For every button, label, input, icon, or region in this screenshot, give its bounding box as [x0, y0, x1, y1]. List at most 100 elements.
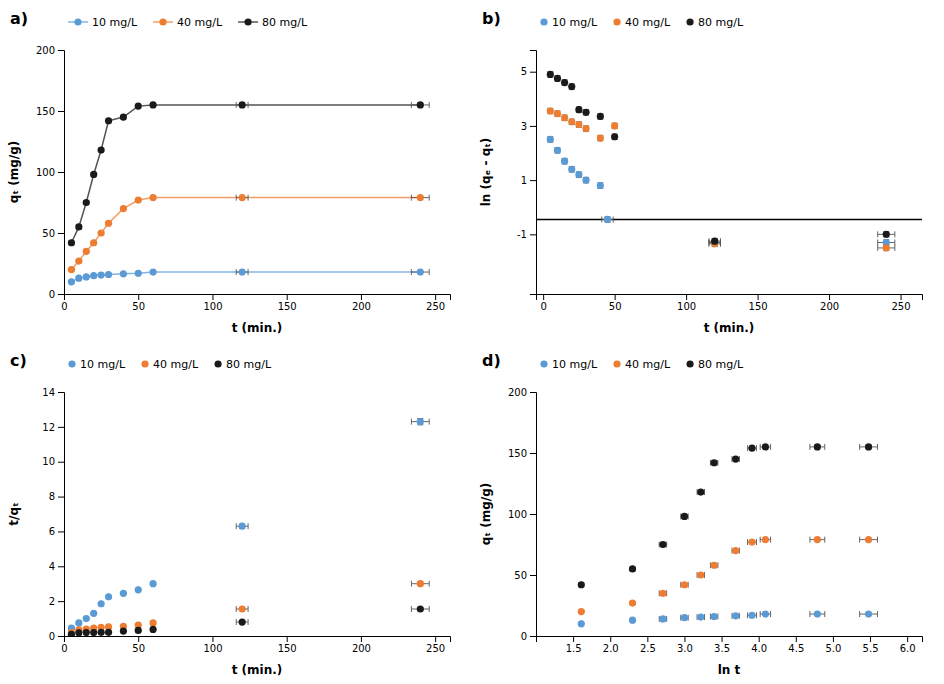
y-tick: 6	[49, 526, 64, 537]
y-tick-mark	[58, 392, 64, 393]
y-error-bar	[569, 84, 575, 89]
data-point	[732, 612, 739, 619]
y-tick: 12	[42, 422, 64, 433]
data-point	[578, 608, 585, 615]
y-error-bar	[569, 119, 575, 124]
data-point	[75, 257, 82, 264]
legend-swatch	[613, 18, 620, 25]
y-tick-label: 2	[49, 596, 55, 607]
x-tick: 50	[132, 294, 145, 312]
y-tick: 0	[521, 631, 536, 642]
y-error-bar	[576, 172, 582, 177]
data-point	[105, 271, 112, 278]
x-tick-mark	[829, 294, 830, 300]
x-tick-mark	[833, 636, 834, 642]
x-tick-mark	[722, 636, 723, 642]
x-error-bar	[681, 513, 688, 519]
data-point	[120, 628, 127, 635]
plot-area	[536, 71, 922, 252]
data-point	[711, 459, 718, 466]
legend-item: 80 mg/L	[686, 16, 743, 29]
x-error-bar	[748, 539, 757, 545]
data-point	[659, 590, 666, 597]
legend-label: 40 mg/L	[625, 358, 671, 371]
data-point	[90, 272, 97, 279]
y-tick: 1	[521, 175, 536, 186]
y-tick-mark	[58, 566, 64, 567]
x-tick: 250	[426, 294, 445, 312]
x-axis-title: ln t	[718, 663, 741, 677]
data-point	[239, 618, 246, 625]
legend-swatch	[613, 360, 620, 367]
x-tick-label: 4.5	[788, 643, 804, 654]
data-point	[149, 619, 156, 626]
x-axis-line	[537, 637, 923, 643]
y-tick: 3	[521, 121, 536, 132]
y-tick: 200	[36, 45, 64, 56]
panel-title: b)	[482, 9, 501, 28]
data-point	[711, 238, 718, 245]
data-point	[611, 122, 618, 129]
data-point	[105, 220, 112, 227]
y-axis-title: t/qₜ	[7, 502, 21, 525]
y-error-bar	[569, 167, 575, 172]
legend-swatch	[686, 360, 693, 367]
data-point	[105, 117, 112, 124]
y-axis-title: qₜ (mg/g)	[7, 141, 21, 203]
y-tick: 200	[508, 387, 536, 398]
data-point	[98, 271, 105, 278]
chart-container: 050100150200250050100150200t (min.)qₜ (m…	[0, 0, 944, 684]
y-axis-title: ln (qₑ - qₜ)	[479, 138, 493, 207]
data-point	[582, 109, 589, 116]
x-error-bar	[860, 611, 878, 617]
x-tick-label: 50	[609, 301, 622, 312]
x-tick-mark	[759, 636, 760, 642]
legend-item: 80 mg/L	[214, 358, 271, 371]
data-point	[561, 114, 568, 121]
x-tick-mark	[907, 636, 908, 642]
y-error-bar	[562, 158, 568, 163]
y-tick-label: 150	[508, 448, 527, 459]
x-tick: 200	[352, 636, 371, 654]
x-tick-mark	[138, 294, 139, 300]
x-tick: 4.5	[788, 636, 804, 654]
x-tick: 100	[203, 636, 222, 654]
y-tick-label: 14	[42, 387, 55, 398]
data-point	[681, 614, 688, 621]
y-tick-mark	[58, 50, 64, 51]
y-tick-label: 100	[36, 167, 55, 178]
y-tick: 0	[49, 289, 64, 300]
data-point	[417, 101, 424, 108]
x-axis-line	[65, 295, 451, 301]
data-point	[417, 605, 424, 612]
y-tick-mark	[58, 111, 64, 112]
y-tick-mark	[530, 514, 536, 515]
x-error-bar	[810, 537, 825, 543]
data-point	[629, 617, 636, 624]
x-tick-mark	[573, 636, 574, 642]
legend-label: 10 mg/L	[92, 16, 138, 29]
y-error-bar	[604, 217, 610, 222]
x-tick-mark	[543, 294, 544, 300]
x-error-bar	[659, 590, 666, 596]
x-tick-mark	[615, 294, 616, 300]
x-error-bar	[710, 460, 717, 466]
x-error-bar	[236, 102, 248, 108]
x-axis: 050100150200250	[537, 294, 923, 312]
data-point	[105, 593, 112, 600]
x-tick-mark	[361, 636, 362, 642]
x-tick-label: 5.5	[863, 643, 879, 654]
x-error-bar	[860, 537, 878, 543]
x-axis-title: t (min.)	[232, 663, 283, 677]
x-tick-mark	[435, 294, 436, 300]
data-point	[98, 600, 105, 607]
y-error-bar	[547, 108, 553, 113]
y-error-bar	[583, 177, 589, 182]
series	[68, 101, 429, 246]
y-tick: 150	[508, 448, 536, 459]
data-point	[83, 199, 90, 206]
x-error-bar	[697, 614, 704, 620]
y-axis: 050100150200	[508, 387, 537, 642]
y-tick-mark	[530, 180, 536, 181]
data-point	[135, 627, 142, 634]
